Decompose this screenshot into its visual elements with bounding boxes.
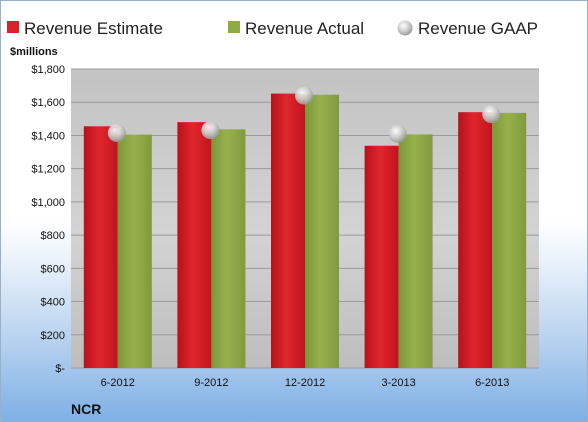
legend-swatch-revenue-actual (228, 21, 240, 33)
bar-revenue-actual-3-2013 (398, 134, 433, 368)
marker-revenue-gaap-12-2012 (295, 86, 313, 105)
y-axis-ticks: $- $200 $400 $600 $800 $1,000 $1,200 $1,400 $1,6… (31, 64, 65, 375)
legend-label-revenue-actual: Revenue Actual (245, 19, 364, 38)
bar-revenue-estimate-9-2012 (177, 122, 212, 369)
legend-label-revenue-gaap: Revenue GAAP (418, 19, 538, 38)
y-tick-label: $- (55, 363, 65, 375)
ticker-label: NCR (71, 401, 101, 417)
bar-revenue-estimate-12-2012 (271, 93, 305, 368)
marker-revenue-gaap-6-2012 (107, 123, 126, 142)
bar-revenue-actual-6-2013 (492, 112, 527, 368)
y-tick-label: $1,400 (31, 130, 65, 142)
y-tick-label: $1,000 (31, 197, 65, 209)
bar-revenue-actual-9-2012 (211, 129, 246, 368)
bars (83, 93, 527, 369)
y-tick-label: $600 (41, 263, 65, 275)
bar-revenue-actual-12-2012 (305, 94, 339, 368)
y-tick-label: $400 (41, 297, 65, 309)
gaap-markers (107, 86, 501, 143)
y-tick-label: $800 (41, 230, 65, 242)
bar-revenue-actual-6-2012 (117, 134, 152, 368)
marker-revenue-gaap-3-2013 (388, 124, 407, 143)
y-axis-unit-label: $millions (10, 46, 58, 58)
legend-swatch-revenue-gaap (397, 20, 413, 36)
chart-legend: Revenue Estimate Revenue Actual Revenue … (7, 19, 538, 38)
y-tick-label: $1,600 (31, 97, 65, 109)
x-tick-label: 3-2013 (381, 377, 415, 389)
x-tick-label: 12-2012 (285, 377, 325, 389)
x-axis-labels: 6-2012 9-2012 12-2012 3-2013 6-2013 (101, 377, 510, 389)
marker-revenue-gaap-9-2012 (201, 121, 220, 140)
legend-swatch-revenue-estimate (7, 21, 19, 33)
bar-revenue-estimate-6-2012 (83, 126, 118, 368)
y-tick-label: $200 (41, 330, 65, 342)
y-tick-label: $1,200 (31, 164, 65, 176)
x-tick-label: 9-2012 (194, 377, 228, 389)
bar-revenue-estimate-6-2013 (458, 112, 493, 368)
y-tick-label: $1,800 (31, 64, 65, 76)
legend-label-revenue-estimate: Revenue Estimate (24, 19, 163, 38)
marker-revenue-gaap-6-2013 (482, 105, 501, 124)
x-tick-label: 6-2013 (475, 377, 509, 389)
x-tick-label: 6-2012 (101, 377, 135, 389)
bar-revenue-estimate-3-2013 (364, 145, 399, 368)
